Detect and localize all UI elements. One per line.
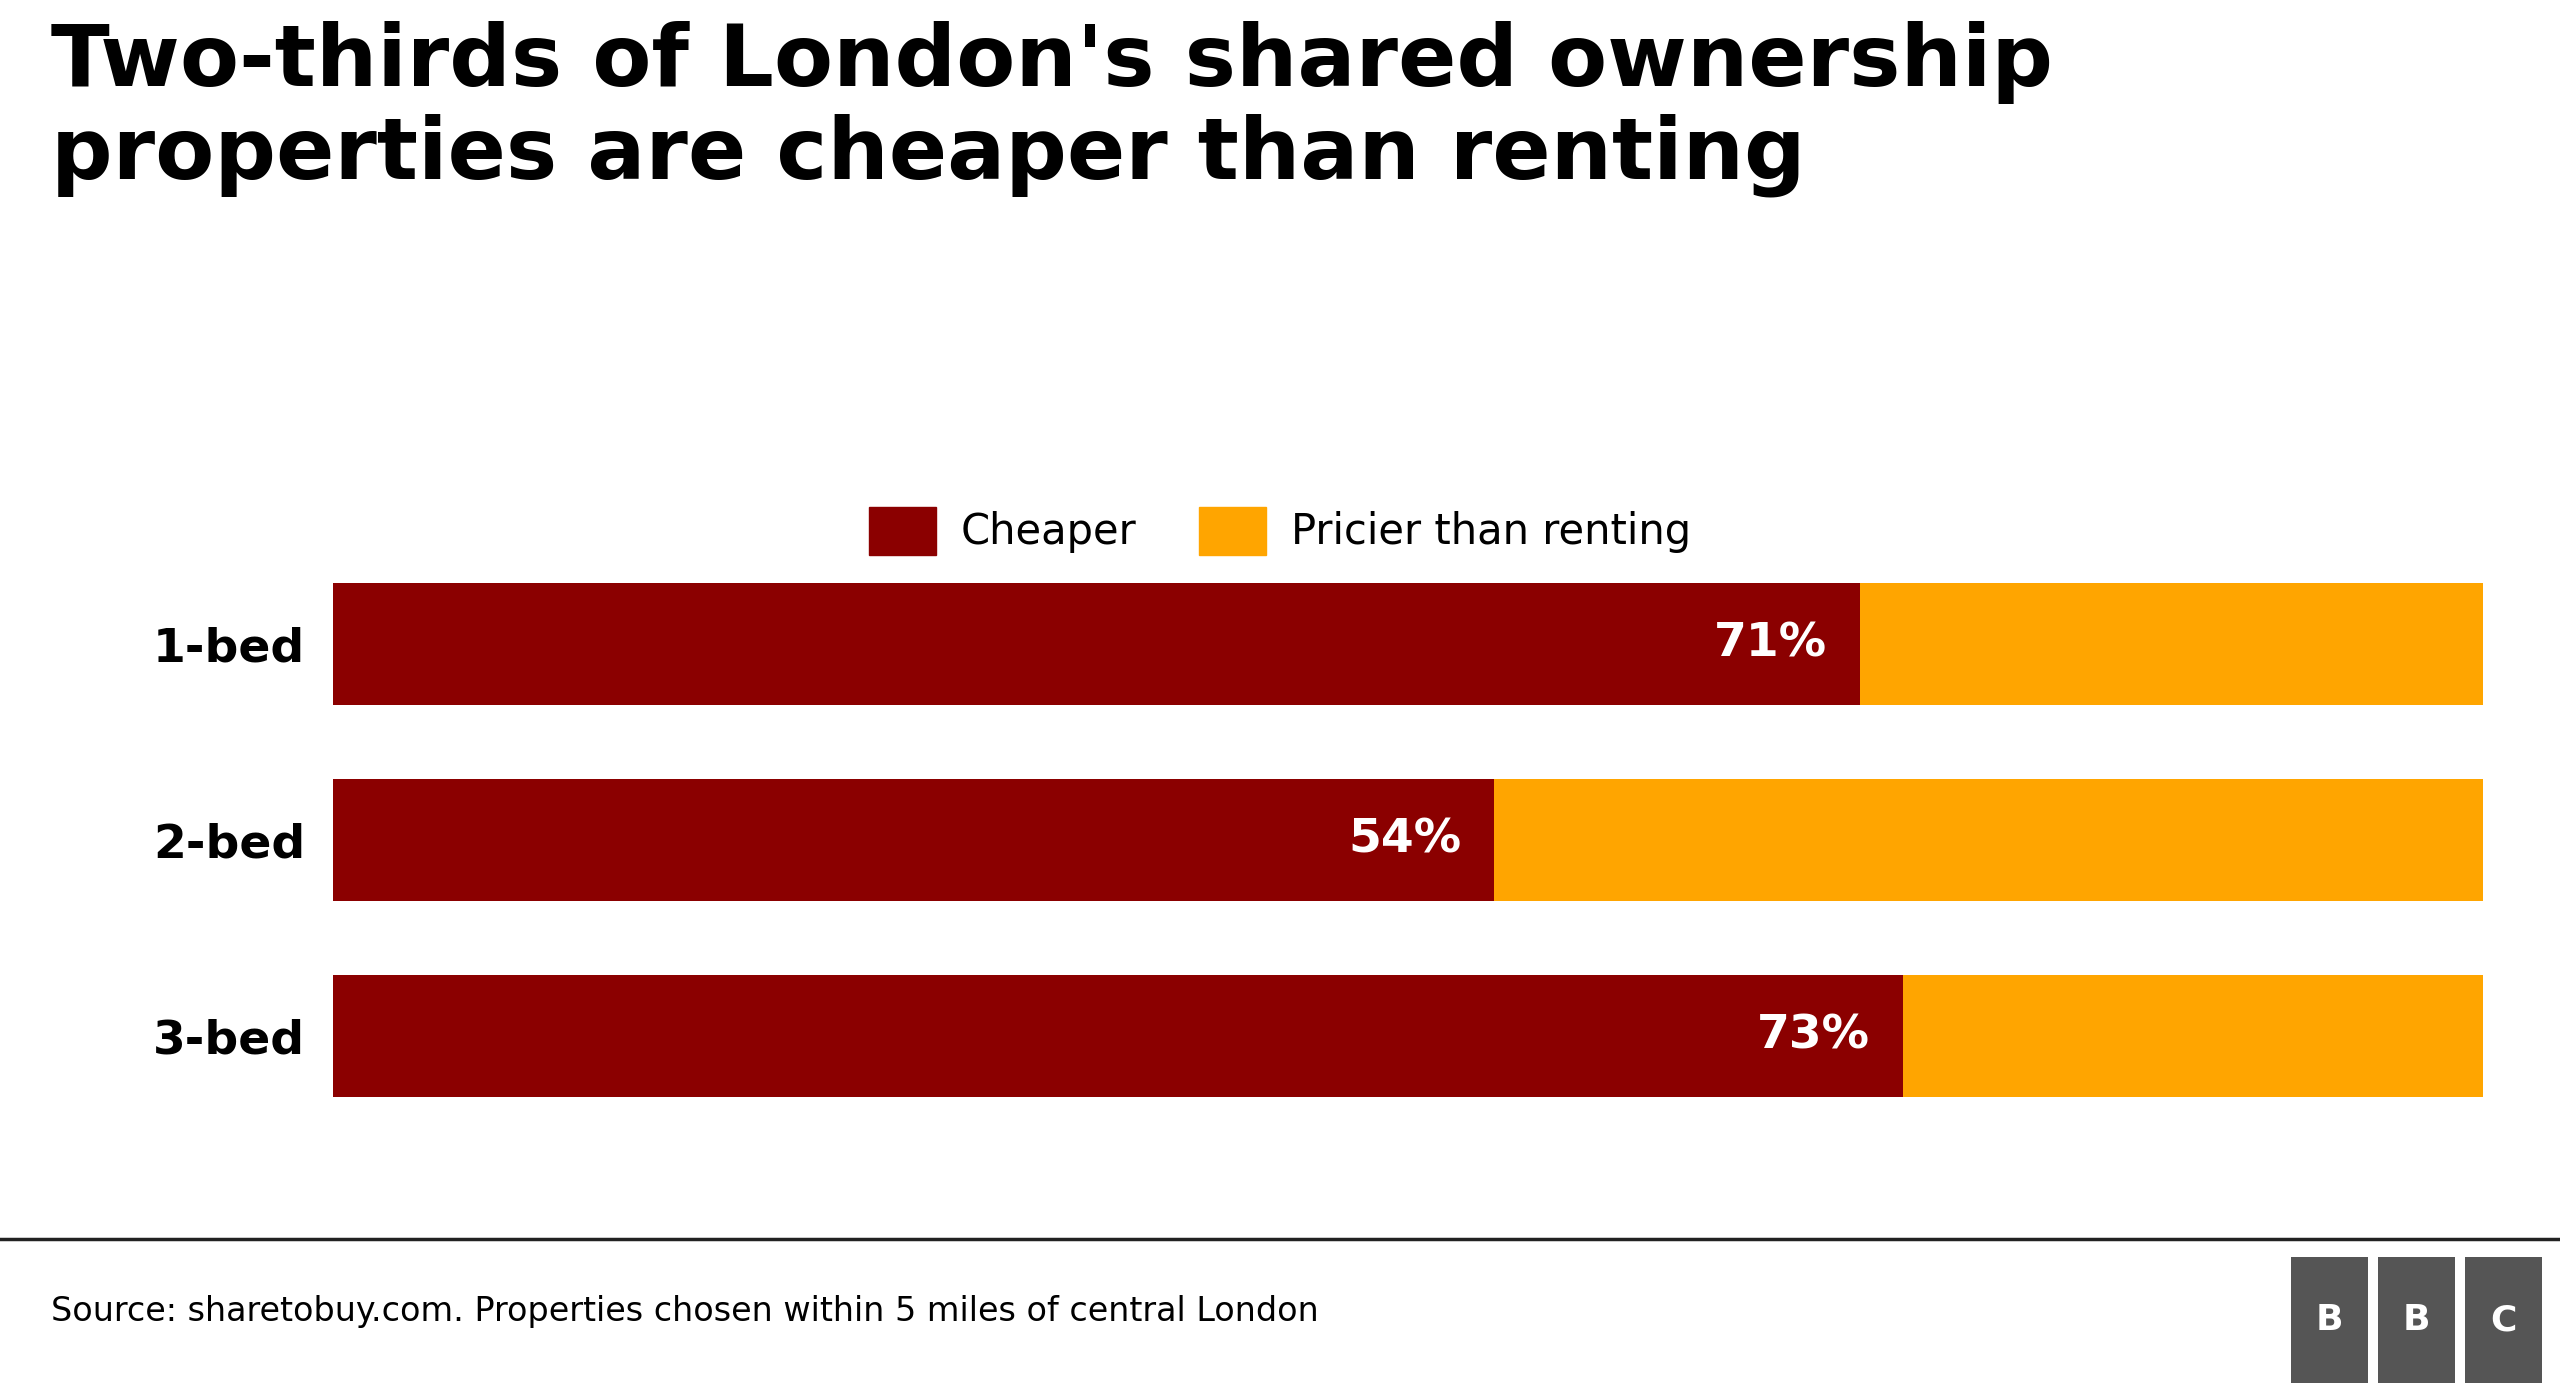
Text: C: C [2491,1303,2516,1337]
Bar [333,780,1495,900]
Bar [333,976,1902,1096]
Legend: Cheaper, Pricier than renting: Cheaper, Pricier than renting [852,490,1708,571]
Bar [1859,584,2483,704]
Text: B: B [2404,1303,2429,1337]
Text: B: B [2317,1303,2342,1337]
Bar [333,584,1859,704]
Text: 71%: 71% [1715,622,1828,666]
Text: Two-thirds of London's shared ownership
properties are cheaper than renting: Two-thirds of London's shared ownership … [51,21,2053,197]
Text: 73%: 73% [1756,1014,1871,1058]
Text: Source: sharetobuy.com. Properties chosen within 5 miles of central London: Source: sharetobuy.com. Properties chose… [51,1295,1318,1329]
Bar [1495,780,2483,900]
Bar [1902,976,2483,1096]
Text: 54%: 54% [1349,818,1462,862]
